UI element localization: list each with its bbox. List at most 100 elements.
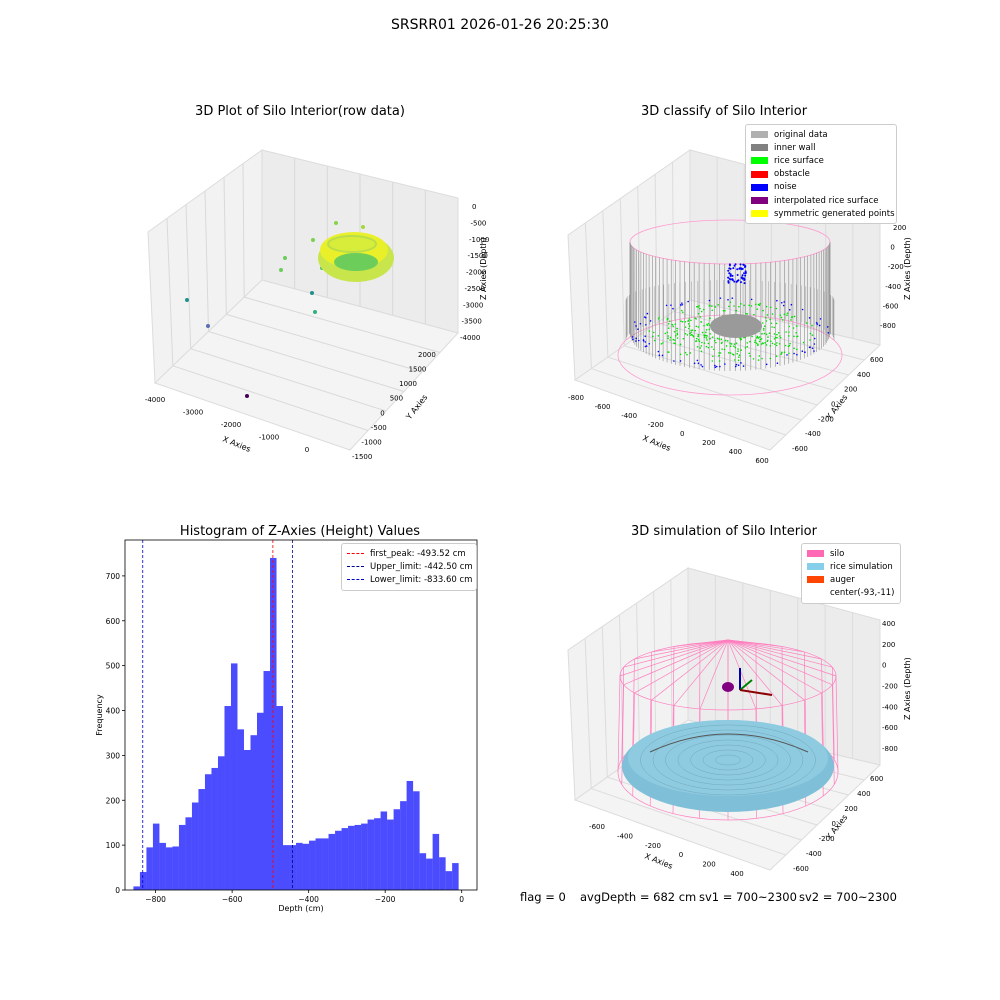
raw-z-tick: -3500 <box>462 318 482 326</box>
rice-surface-point <box>673 339 676 341</box>
rice-surface-point <box>698 340 701 343</box>
simulation-z-tick: 200 <box>882 641 895 649</box>
noise-point <box>788 308 791 311</box>
legend-label: rice simulation <box>830 561 893 572</box>
noise-point <box>657 350 660 353</box>
classify-z-tick: 0 <box>890 244 894 252</box>
classify-legend-item: rice surface <box>751 154 891 167</box>
rice-mesh-ring <box>690 744 766 776</box>
rice-surface-point <box>738 354 741 357</box>
rice-surface-point <box>746 345 749 348</box>
noise-point <box>815 321 818 324</box>
noise-point <box>740 362 742 364</box>
rice-surface-point <box>676 333 679 336</box>
rice-surface-point <box>680 320 682 322</box>
simulation-x-label: X Axies <box>643 852 674 871</box>
histogram-y-tick-label: 0 <box>115 886 120 895</box>
silo-roof-line <box>673 639 729 706</box>
rice-surface-point <box>754 339 757 342</box>
simulation-legend: silo rice simulation auger center(-93,-11) <box>801 543 901 604</box>
simulation-y-tick: 600 <box>870 775 883 783</box>
histogram-chart: −800 −600 −400 −200 0 0 100 200 300 400 500 600 700… <box>95 539 478 913</box>
rice-surface-point <box>749 340 751 343</box>
rice-surface-point <box>706 335 708 337</box>
noise-point <box>637 339 640 342</box>
rice-surface-point <box>774 343 776 346</box>
histogram-x-label: Depth (cm) <box>278 904 323 913</box>
histogram-bar <box>361 823 368 890</box>
raw-ring-cloud <box>318 232 394 282</box>
histogram-bar <box>348 825 355 890</box>
rice-surface-point <box>775 322 778 325</box>
rice-surface-point <box>771 342 774 345</box>
noise-point <box>728 277 731 280</box>
classify-x-tick: 600 <box>755 457 768 465</box>
rice-surface-point <box>779 314 782 316</box>
rice-surface-point <box>706 323 708 326</box>
histogram-bar <box>283 845 290 890</box>
histogram-x-tick-label: 0 <box>459 895 464 904</box>
rice-surface-point <box>706 339 708 341</box>
rice-surface-point <box>753 313 755 316</box>
rice-mesh-ring <box>640 724 816 796</box>
histogram-x-tick-label: −200 <box>375 895 396 904</box>
histogram-bar <box>387 819 394 890</box>
rice-surface-point <box>725 345 728 347</box>
rice-surface-point <box>689 332 691 335</box>
rice-surface-point <box>666 318 669 321</box>
rice-mesh-ring <box>702 749 754 771</box>
noise-point <box>816 323 819 325</box>
noise-point <box>727 276 730 279</box>
silo-wall-line <box>804 651 807 739</box>
noise-point <box>776 362 779 365</box>
simulation-y-tick: -600 <box>793 865 809 873</box>
rice-surface-point <box>729 301 732 304</box>
rice-surface-point <box>763 332 766 335</box>
silo-roof-line <box>727 639 822 660</box>
histogram-bar <box>204 774 212 890</box>
noise-point <box>715 365 718 368</box>
rice-surface-point <box>690 331 692 333</box>
classify-x-tick: -200 <box>648 421 664 429</box>
noise-point <box>737 279 740 282</box>
histogram-y-tick-label: 400 <box>106 707 121 716</box>
histogram-y-tick-label: 700 <box>106 572 121 581</box>
rice-surface-point <box>705 331 707 334</box>
legend-swatch <box>751 197 768 205</box>
rice-surface-point <box>711 336 714 338</box>
noise-point <box>737 364 740 367</box>
rice-surface-point <box>786 314 788 316</box>
histogram-bar <box>237 729 244 890</box>
rice-surface-point <box>788 331 790 333</box>
histogram-bar <box>413 791 420 890</box>
histogram-bar <box>133 886 140 890</box>
rice-surface-point <box>686 334 689 336</box>
rice-surface-point <box>779 335 781 337</box>
rice-surface-point <box>757 303 760 306</box>
noise-point <box>714 364 716 367</box>
rice-surface-point <box>757 344 759 347</box>
raw-y-tick: -500 <box>371 424 387 432</box>
rice-surface-point <box>737 359 740 362</box>
silo-wall-line <box>621 684 625 785</box>
noise-point <box>796 353 798 356</box>
rice-surface-point <box>728 305 730 308</box>
noise-point <box>645 324 647 326</box>
simulation-z-tick: -600 <box>882 724 898 732</box>
rice-surface-point <box>759 338 762 341</box>
histogram-reference-lines <box>142 540 293 890</box>
rice-surface-point <box>796 335 799 338</box>
rice-surface-point <box>662 342 664 344</box>
rice-surface-point <box>773 333 776 335</box>
rice-surface-point <box>676 327 678 330</box>
rice-surface-point <box>674 335 677 337</box>
silo-roof-line <box>651 639 729 653</box>
rice-surface-point <box>768 332 771 335</box>
raw-y-tick: 0 <box>380 409 384 417</box>
rice-surface-point <box>691 329 694 331</box>
noise-point <box>696 359 699 362</box>
simulation-x-tick: 0 <box>679 851 683 859</box>
histogram-bar <box>191 802 199 890</box>
raw-point <box>283 256 287 260</box>
noise-point <box>727 281 730 284</box>
